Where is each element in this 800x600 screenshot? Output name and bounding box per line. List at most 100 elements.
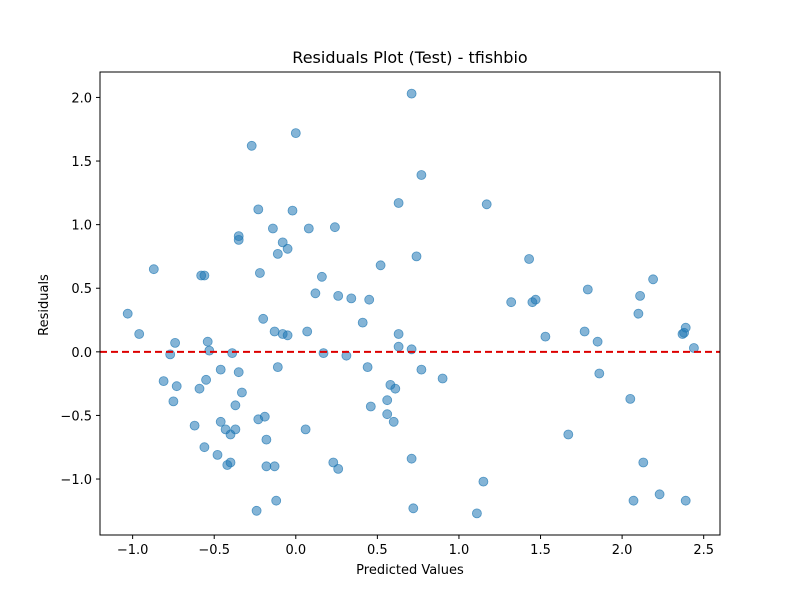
y-tick-label: 1.0 (71, 219, 92, 234)
scatter-point (408, 503, 419, 514)
y-axis: −1.0 −0.5 0.0 0.5 1.0 1.5 2.0 (60, 91, 100, 488)
x-axis: −1.0 −0.5 0.0 0.5 1.0 1.5 2.0 2.5 (117, 535, 714, 558)
scatter-point (393, 198, 404, 208)
scatter-point (680, 322, 691, 333)
scatter-point (277, 237, 288, 248)
x-axis-label: Predicted Values (356, 563, 464, 578)
scatter-point (225, 457, 236, 468)
scatter-point (393, 341, 404, 352)
x-tick-label: −0.5 (198, 543, 230, 558)
scatter-point (303, 223, 314, 234)
y-tick-label: 1.5 (71, 155, 92, 170)
scatter-point (357, 317, 368, 328)
scatter-point (316, 271, 327, 282)
scatter-point (170, 337, 181, 348)
scatter-point (215, 364, 226, 375)
scatter-point (365, 401, 376, 412)
y-tick-label: −0.5 (60, 409, 92, 424)
scatter-point (481, 199, 492, 210)
scatter-point (628, 495, 639, 506)
scatter-point (563, 429, 574, 440)
scatter-point (253, 204, 264, 215)
scatter-point (246, 140, 257, 151)
scatter-point (148, 264, 159, 275)
y-tick-label: 2.0 (71, 91, 92, 106)
scatter-point (215, 416, 226, 427)
scatter-point (406, 453, 417, 464)
plot-frame (99, 71, 721, 536)
scatter-point (287, 205, 298, 216)
chart-title: Residuals Plot (Test) - tfishbio (292, 48, 527, 67)
scatter-point (310, 288, 321, 299)
scatter-point (269, 461, 280, 472)
scatter-point (388, 416, 399, 427)
scatter-point (382, 395, 393, 406)
y-tick-label: −1.0 (60, 473, 92, 488)
scatter-point (271, 495, 282, 506)
y-tick-label: 0.0 (71, 346, 92, 361)
y-tick-label: 0.5 (71, 282, 92, 297)
scatter-point (290, 128, 301, 139)
scatter-point (680, 495, 691, 506)
scatter-point (300, 424, 311, 435)
scatter-point (194, 383, 205, 394)
scatter-point (272, 362, 283, 373)
scatter-point (212, 449, 223, 460)
points-layer (122, 88, 699, 519)
scatter-point (638, 457, 649, 468)
scatter-point (364, 294, 375, 305)
scatter-point (261, 434, 272, 445)
scatter-point (625, 393, 636, 404)
scatter-point (261, 461, 272, 472)
scatter-point (362, 362, 373, 373)
scatter-point (318, 348, 329, 359)
scatter-point (230, 400, 241, 411)
x-tick-label: 1.5 (530, 543, 551, 558)
y-axis-label: Residuals (37, 274, 52, 336)
scatter-point (329, 222, 340, 233)
scatter-point (437, 373, 448, 384)
scatter-point (478, 476, 489, 487)
scatter-point (594, 368, 605, 379)
scatter-point (390, 383, 401, 394)
scatter-point (411, 251, 422, 262)
scatter-point (416, 170, 427, 180)
scatter-point (654, 489, 665, 500)
x-tick-label: 0.0 (285, 543, 306, 558)
scatter-point (204, 345, 215, 356)
scatter-point (199, 270, 210, 281)
scatter-point (233, 234, 244, 245)
scatter-point (689, 343, 699, 353)
scatter-point (189, 420, 200, 431)
scatter-point (122, 308, 133, 319)
scatter-point (158, 376, 169, 387)
scatter-point (254, 268, 265, 278)
scatter-point (406, 88, 417, 99)
scatter-point (134, 329, 145, 339)
scatter-point (524, 254, 534, 264)
scatter-point (236, 387, 247, 398)
scatter-point (506, 297, 517, 308)
scatter-point (416, 364, 427, 375)
scatter-point (201, 374, 212, 385)
scatter-point (171, 381, 182, 392)
scatter-point (592, 336, 603, 347)
scatter-point (233, 367, 244, 378)
scatter-point (328, 457, 339, 468)
scatter-point (168, 396, 179, 407)
scatter-point (251, 505, 262, 516)
scatter-point (282, 330, 293, 341)
scatter-point (648, 274, 658, 285)
scatter-point (202, 336, 213, 347)
scatter-point (382, 409, 393, 420)
scatter-point (582, 284, 593, 295)
scatter-point (375, 260, 386, 271)
scatter-point (540, 331, 551, 342)
scatter-point (471, 508, 482, 519)
scatter-point (333, 290, 344, 301)
scatter-point (346, 293, 357, 304)
scatter-point (199, 442, 210, 453)
scatter-point (230, 424, 241, 435)
scatter-point (227, 348, 238, 359)
